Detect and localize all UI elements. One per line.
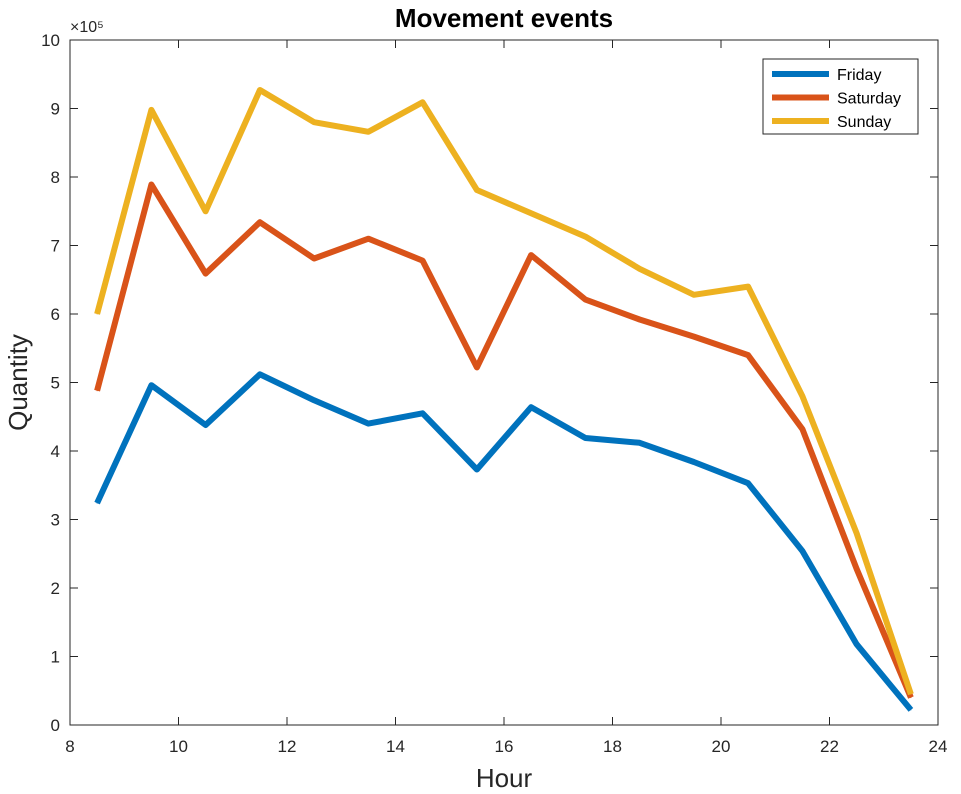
y-tick-label: 2 xyxy=(51,579,60,598)
data-point-sunday xyxy=(801,395,803,397)
data-point-sunday xyxy=(96,313,98,315)
series-line-sunday xyxy=(94,87,914,696)
y-tick-label: 7 xyxy=(51,237,60,256)
data-point-sunday xyxy=(476,189,478,191)
data-point-friday xyxy=(801,550,803,552)
data-point-friday xyxy=(96,502,98,504)
data-point-friday xyxy=(639,442,641,444)
data-point-saturday xyxy=(910,697,912,699)
data-point-friday xyxy=(476,469,478,470)
data-point-sunday xyxy=(856,532,858,534)
x-tick-label: 20 xyxy=(712,737,731,756)
series-lines xyxy=(94,87,914,712)
data-point-saturday xyxy=(422,260,424,262)
chart-title: Movement events xyxy=(395,3,613,33)
x-axis: 8 10 12 14 16 18 20 22 24 xyxy=(65,40,947,756)
data-point-saturday xyxy=(367,238,369,240)
y-tick-label: 10 xyxy=(41,31,60,50)
data-point-friday xyxy=(367,423,369,425)
data-point-friday xyxy=(747,482,749,484)
data-point-saturday xyxy=(259,221,261,223)
data-point-saturday xyxy=(693,336,695,338)
data-point-saturday xyxy=(313,258,315,259)
x-tick-label: 24 xyxy=(929,737,948,756)
y-tick-label: 6 xyxy=(51,305,60,324)
data-point-sunday xyxy=(205,210,207,212)
data-point-friday xyxy=(530,406,532,408)
data-point-sunday xyxy=(259,89,261,91)
data-point-saturday xyxy=(801,428,803,430)
data-point-sunday xyxy=(639,268,641,270)
legend: Friday Saturday Sunday xyxy=(762,58,919,135)
y-axis-exponent-label: ×10⁵ xyxy=(70,19,104,36)
series-line-friday xyxy=(94,371,914,712)
data-point-saturday xyxy=(856,568,858,570)
y-tick-label: 0 xyxy=(51,716,60,735)
x-tick-label: 12 xyxy=(278,737,297,756)
plot-area xyxy=(69,39,939,726)
data-point-saturday xyxy=(150,184,152,185)
data-point-saturday xyxy=(205,273,207,275)
data-point-saturday xyxy=(476,366,478,368)
y-tick-label: 5 xyxy=(51,374,60,393)
data-point-sunday xyxy=(584,236,586,238)
data-point-saturday xyxy=(584,299,586,301)
legend-label-friday: Friday xyxy=(837,67,881,84)
data-point-sunday xyxy=(693,294,695,296)
data-point-sunday xyxy=(747,286,749,288)
data-point-sunday xyxy=(422,101,424,103)
data-point-sunday xyxy=(150,109,152,111)
data-point-sunday xyxy=(367,131,369,133)
data-point-friday xyxy=(313,399,315,401)
data-point-sunday xyxy=(313,121,315,123)
y-tick-label: 9 xyxy=(51,100,60,119)
y-tick-label: 1 xyxy=(51,648,60,667)
data-point-friday xyxy=(584,437,586,439)
data-point-friday xyxy=(422,412,424,414)
legend-label-sunday: Sunday xyxy=(837,114,891,131)
x-tick-label: 8 xyxy=(65,737,74,756)
data-point-sunday xyxy=(910,693,912,695)
data-point-saturday xyxy=(530,254,532,256)
data-point-sunday xyxy=(530,212,532,214)
y-tick-label: 3 xyxy=(51,511,60,530)
y-axis-label: Quantity xyxy=(3,334,33,431)
y-axis: 0 1 2 3 4 5 6 7 8 9 10 xyxy=(41,31,938,735)
x-tick-label: 22 xyxy=(820,737,839,756)
x-tick-label: 10 xyxy=(169,737,188,756)
series-line-saturday xyxy=(94,181,914,699)
data-point-friday xyxy=(205,424,207,426)
legend-label-saturday: Saturday xyxy=(837,91,901,108)
data-point-friday xyxy=(259,373,261,375)
y-tick-label: 8 xyxy=(51,168,60,187)
x-tick-label: 14 xyxy=(386,737,405,756)
data-point-saturday xyxy=(639,319,641,320)
data-point-saturday xyxy=(96,390,98,392)
x-axis-label: Hour xyxy=(476,763,533,793)
data-point-friday xyxy=(910,709,912,711)
y-tick-label: 4 xyxy=(51,442,60,461)
data-point-saturday xyxy=(747,354,749,356)
data-point-friday xyxy=(150,384,152,386)
x-tick-label: 18 xyxy=(603,737,622,756)
data-point-friday xyxy=(693,461,695,463)
data-point-friday xyxy=(856,643,858,645)
x-tick-label: 16 xyxy=(495,737,514,756)
